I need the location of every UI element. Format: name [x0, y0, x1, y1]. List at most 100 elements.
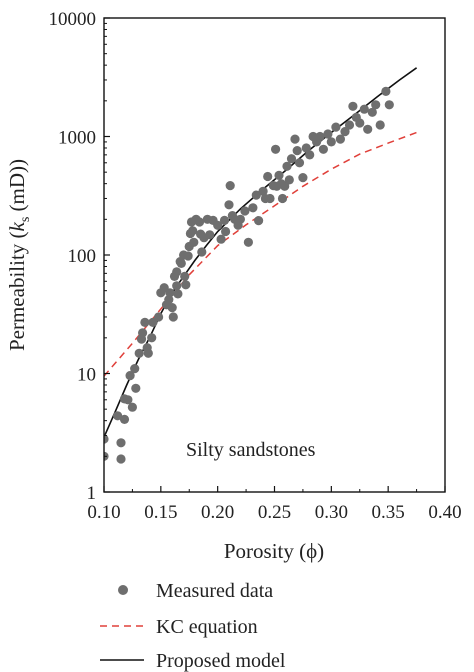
x-tick-label: 0.25	[258, 502, 291, 523]
measured-data-point	[147, 333, 157, 343]
x-tick-label: 0.15	[144, 502, 177, 523]
y-tick-label: 100	[68, 246, 97, 267]
measured-data-point	[167, 303, 177, 313]
measured-data-point	[323, 129, 333, 139]
measured-data-point	[172, 267, 182, 277]
measured-data-point	[189, 237, 199, 247]
measured-data-point	[104, 434, 109, 444]
measured-data-point	[140, 317, 150, 327]
measured-data-point	[277, 193, 288, 204]
measured-data-point	[344, 120, 355, 130]
measured-data-point	[301, 143, 311, 153]
measured-data-point	[294, 158, 305, 168]
measured-data-point	[263, 171, 273, 182]
legend-label-proposed: Proposed model	[156, 650, 286, 672]
measured-data-point	[251, 190, 261, 200]
plot-frame	[103, 17, 446, 493]
y-axis-title-subscript: s	[18, 217, 33, 222]
measured-data-point	[240, 206, 250, 216]
measured-data-point	[113, 411, 123, 421]
y-axis-title-unit: (mD))	[5, 159, 29, 217]
measured-data-point	[248, 203, 258, 213]
measured-data-point	[371, 100, 381, 110]
measured-data-point	[315, 131, 325, 142]
series-proposed-model-line	[104, 67, 418, 438]
measured-data-point	[280, 181, 290, 191]
x-axis: 0.10 0.15 0.20 0.25 0.30 0.35 0.40	[87, 486, 462, 523]
measured-data-point	[154, 312, 164, 322]
measured-data-point	[290, 134, 300, 144]
measured-data-point	[143, 348, 153, 358]
x-tick-label: 0.40	[428, 502, 461, 523]
measured-data-point	[381, 86, 391, 96]
x-tick-label: 0.35	[372, 502, 405, 523]
measured-data-point	[134, 348, 144, 358]
measured-data-point	[225, 181, 235, 191]
measured-data-point	[318, 144, 328, 154]
measured-data-point	[173, 289, 183, 299]
legend-marker-measured	[118, 585, 128, 595]
measured-data-point	[292, 146, 302, 156]
y-axis-title-main: Permeability (	[5, 231, 29, 351]
measured-data-point	[367, 107, 377, 117]
measured-data-point	[363, 124, 373, 134]
legend-label-kc: KC equation	[156, 616, 258, 638]
x-tick-label: 0.10	[87, 502, 120, 523]
measured-data-point	[138, 328, 148, 338]
measured-data-point	[335, 134, 345, 144]
measured-data-point	[235, 214, 245, 224]
measured-data-point	[221, 226, 231, 237]
measured-data-point	[125, 371, 135, 381]
measured-data-point	[274, 170, 284, 180]
x-axis-title: Porosity (ϕ)	[224, 539, 324, 563]
measured-data-point	[258, 186, 268, 196]
measured-data-point	[254, 216, 264, 226]
measured-data-point	[216, 234, 226, 244]
y-axis-title: Permeability (ks (mD))	[5, 159, 33, 351]
x-tick-label: 0.30	[315, 502, 348, 523]
measured-data-point	[116, 454, 126, 464]
measured-data-point	[219, 215, 230, 225]
measured-data-point	[148, 317, 158, 327]
measured-data-point	[164, 295, 174, 305]
measured-data-point	[224, 200, 234, 210]
y-tick-label: 1000	[58, 128, 96, 149]
measured-data-point	[375, 120, 385, 130]
measured-data-point	[172, 281, 182, 291]
measured-data-point	[271, 144, 281, 154]
measured-data-point	[284, 175, 294, 185]
measured-data-point	[176, 258, 186, 268]
chart-annotation: Silty sandstones	[186, 439, 316, 461]
measured-data-point	[130, 364, 140, 374]
measured-data-point	[265, 193, 275, 204]
legend: Measured data KC equation Proposed model	[100, 580, 286, 672]
y-axis-title-k: k	[5, 221, 29, 231]
measured-data-point	[326, 137, 336, 147]
measured-data-point	[384, 100, 394, 110]
measured-data-point	[243, 237, 253, 247]
measured-data-point	[205, 230, 215, 240]
measured-data-point	[180, 271, 190, 281]
measured-data-point	[298, 173, 308, 183]
measured-data-point	[165, 288, 175, 298]
measured-data-point	[188, 226, 198, 236]
measured-data-point	[340, 127, 350, 137]
y-axis: 1 10 100 1000 10000	[49, 9, 110, 504]
measured-data-point	[194, 217, 205, 227]
measured-data-point	[123, 395, 133, 405]
y-tick-label: 10	[77, 365, 96, 386]
measured-data-point	[359, 104, 369, 114]
measured-data-point	[213, 220, 223, 230]
y-tick-label: 10000	[49, 9, 97, 30]
y-tick-label: 1	[87, 483, 97, 504]
measured-data-point	[286, 154, 297, 164]
measured-data-point	[183, 251, 193, 261]
measured-data-point	[181, 280, 191, 290]
measured-data-point	[331, 122, 341, 132]
measured-data-point	[305, 150, 315, 160]
measured-data-point	[355, 118, 365, 128]
plot-series	[104, 67, 418, 464]
measured-data-point	[116, 438, 126, 448]
legend-label-measured: Measured data	[156, 580, 273, 602]
